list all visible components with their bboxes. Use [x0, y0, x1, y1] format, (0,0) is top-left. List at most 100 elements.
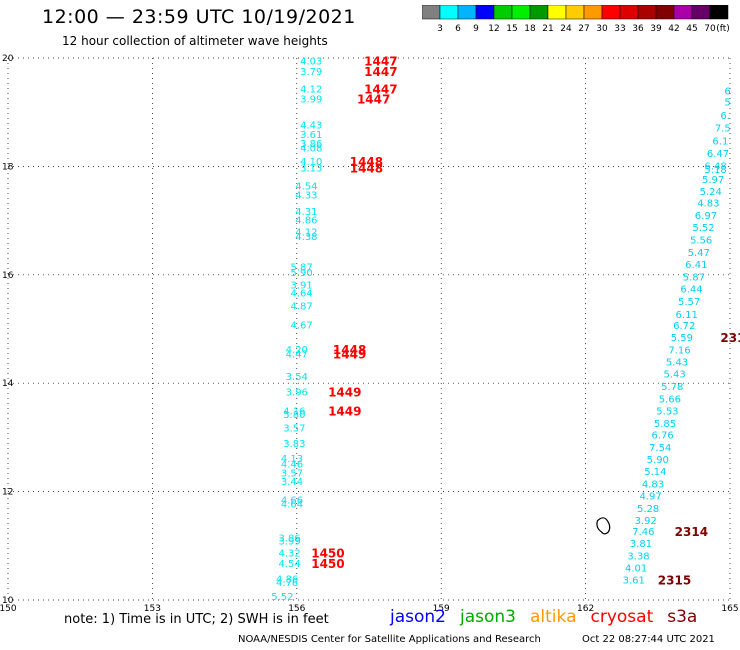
swh-value: 4.66 — [281, 496, 303, 507]
swh-value: 5.47 — [688, 248, 710, 259]
swh-value: 3.54 — [286, 372, 308, 383]
x-tick-label: 162 — [577, 604, 594, 614]
x-tick-label: 156 — [288, 604, 305, 614]
swh-value: 4.38 — [295, 232, 317, 243]
swh-value: 5.14 — [644, 467, 666, 478]
time-label: 231 — [720, 331, 740, 345]
swh-value: 4.54 — [295, 181, 317, 192]
swh-value: 5.52 — [271, 592, 293, 603]
swh-value: 4.67 — [290, 321, 312, 332]
time-label: 1447 — [364, 55, 397, 69]
swh-value: 4.47 — [286, 349, 308, 360]
color-scale-label: 12 — [488, 24, 499, 34]
y-tick-label: 20 — [2, 54, 14, 64]
y-tick-label: 18 — [2, 162, 14, 172]
color-scale-label: (ft) — [716, 24, 730, 34]
footer-timestamp: Oct 22 08:27:44 UTC 2021 — [582, 634, 715, 645]
color-scale-label: 30 — [596, 24, 608, 34]
color-scale-label: 27 — [578, 24, 589, 34]
color-scale-label: 42 — [668, 24, 679, 34]
swh-value: 4.32 — [278, 548, 300, 559]
swh-value: 3.44 — [281, 477, 303, 488]
legend-item-jason3: jason3 — [460, 607, 516, 627]
swh-value: 5.87 — [683, 272, 705, 283]
time-label: 2314 — [675, 525, 708, 539]
time-label: 1447 — [364, 65, 397, 79]
time-label: 1450 — [311, 546, 344, 560]
legend-item-altika: altika — [530, 607, 577, 627]
x-tick-label: 159 — [433, 604, 450, 614]
swh-value: 4.03 — [300, 57, 322, 68]
swh-value: 3.57 — [281, 469, 303, 480]
swh-value: 7.46 — [632, 527, 654, 538]
swh-value: 5.43 — [664, 369, 686, 380]
swh-value: 6.72 — [673, 321, 695, 332]
swh-value: 6.11 — [676, 310, 698, 321]
color-scale-label: 21 — [542, 24, 553, 34]
color-scale-bar: 3 6 9 12 15 18 21 24 27 30 33 36 39 42 45 70 (ft) — [422, 5, 730, 34]
swh-value: 7.5 — [715, 123, 731, 134]
legend-item-jason2: jason2 — [390, 607, 446, 627]
swh-value: 3.96 — [286, 387, 308, 398]
swh-value: 5.80 — [283, 410, 305, 421]
footer-credit: NOAA/NESDIS Center for Satellite Applica… — [238, 634, 541, 645]
swh-value: 6.41 — [685, 260, 707, 271]
color-scale-label: 45 — [686, 24, 697, 34]
swh-value: 5.53 — [656, 406, 678, 417]
swh-value: 4.12 — [300, 84, 322, 95]
color-scale-label: 9 — [473, 24, 479, 34]
swh-value: 5.66 — [659, 394, 681, 405]
swh-value: 5.52 — [692, 223, 714, 234]
swh-value: 4.64 — [290, 289, 312, 300]
swh-value: 5.43 — [666, 358, 688, 369]
color-scale-label: 36 — [632, 24, 644, 34]
color-scale-label: 18 — [524, 24, 536, 34]
swh-value: 3.61 — [623, 575, 645, 586]
swh-value: 3.92 — [635, 516, 657, 527]
color-scale-label: 70 — [704, 24, 716, 34]
legend-item-s3a: s3a — [667, 607, 698, 627]
swh-value: 5.90 — [290, 268, 312, 279]
swh-value: 5.85 — [654, 419, 676, 430]
swh-value: 5 — [724, 97, 730, 108]
swh-value: 6.1 — [712, 136, 728, 147]
swh-value: 3.86 — [278, 534, 300, 545]
swh-value: 5.87 — [290, 263, 312, 274]
color-scale-label: 24 — [560, 24, 572, 34]
swh-value: 4.87 — [290, 302, 312, 313]
swh-value: 3.99 — [278, 536, 300, 547]
swh-value: 4.10 — [300, 157, 322, 168]
swh-value: 4.83 — [642, 479, 664, 490]
time-label: 1448 — [350, 155, 383, 169]
time-label: 2315 — [658, 573, 691, 587]
island-outline — [596, 517, 611, 535]
swh-value: 4.83 — [697, 199, 719, 210]
swh-value: 7.54 — [649, 443, 671, 454]
swh-value: 5.90 — [647, 455, 669, 466]
swh-value: 5.57 — [678, 297, 700, 308]
swh-value: 6. — [720, 111, 730, 122]
color-scale-label: 3 — [437, 24, 443, 34]
swh-value: 5.97 — [702, 175, 724, 186]
swh-value: 4.64 — [281, 500, 303, 511]
swh-value: 5.18 — [704, 165, 726, 176]
x-tick-label: 150 — [0, 604, 17, 614]
swh-value: 6.97 — [695, 211, 717, 222]
time-label: 1449 — [328, 404, 361, 418]
swh-value: 6.48 — [704, 161, 726, 172]
swh-value: 4.97 — [639, 491, 661, 502]
swh-value: 6.44 — [680, 284, 702, 295]
color-scale-label: 39 — [650, 24, 662, 34]
swh-value: 4.20 — [286, 345, 308, 356]
swh-value: 4.01 — [625, 563, 647, 574]
time-label: 1449 — [333, 347, 366, 361]
satellite-legend: jason2 jason3 altika cryosat s3a — [390, 607, 711, 627]
swh-value: 4.76 — [276, 578, 298, 589]
swh-value: 4.33 — [295, 191, 317, 202]
swh-value: 6.47 — [707, 149, 729, 160]
time-label: 1448 — [333, 343, 366, 357]
swh-value: 4.86 — [295, 216, 317, 227]
swh-value: 4.08 — [300, 143, 322, 154]
swh-value: 3.86 — [300, 139, 322, 150]
